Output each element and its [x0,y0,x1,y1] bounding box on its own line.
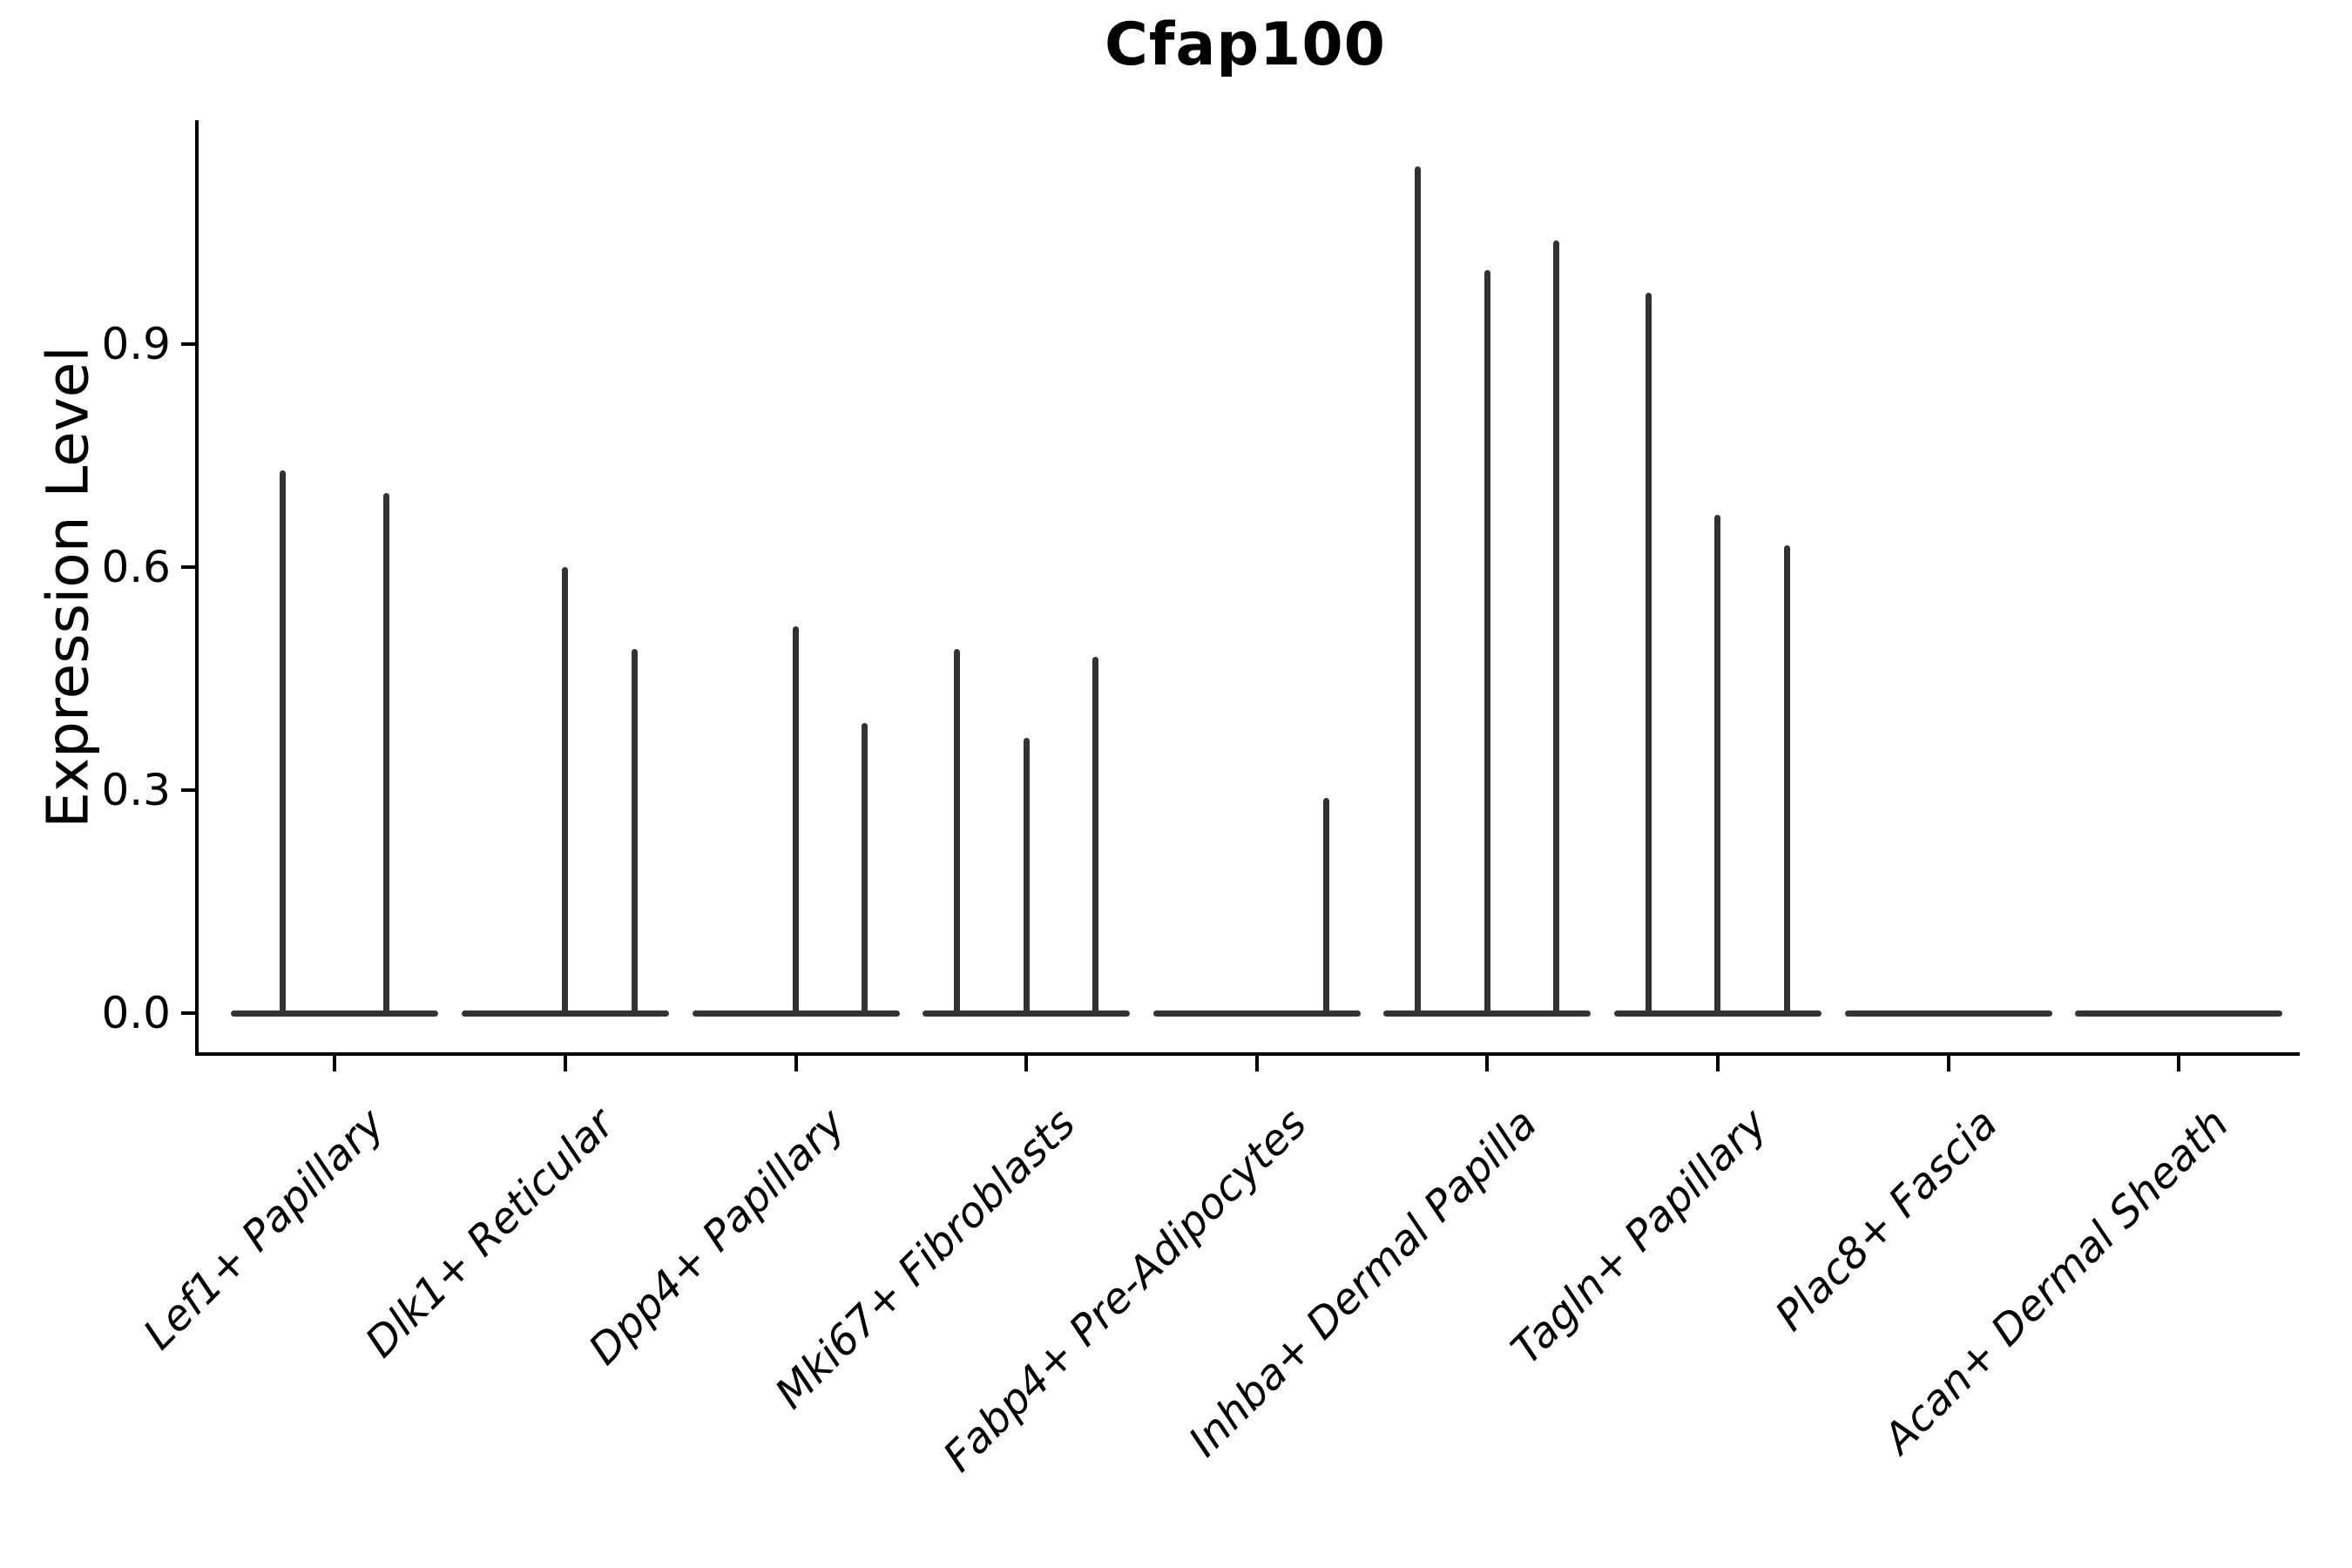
violin-spike [631,649,638,1013]
x-axis-spine [195,1052,2300,1056]
x-tick-mark [1485,1056,1490,1071]
violin-spike [1023,738,1030,1013]
x-tick-mark [563,1056,567,1071]
x-tick-mark [333,1056,337,1071]
violin-spike [1646,292,1652,1013]
y-tick-label: 0.6 [101,542,171,593]
y-tick-label: 0.0 [101,988,171,1038]
violin-baseline [461,1010,669,1017]
y-tick-label: 0.9 [101,319,171,370]
violin-baseline [2075,1010,2283,1017]
x-axis-label: Lef1+ Papillary [133,1099,394,1360]
chart-title: Cfap100 [1105,10,1386,79]
y-axis-title: Expression Level [34,346,102,828]
x-axis-label: Plac8+ Fascia [1766,1099,2008,1341]
violin-baseline [1613,1010,1821,1017]
violin-spike [954,649,961,1013]
violin-spike [383,492,390,1013]
violin-spike [1553,240,1560,1013]
violin-baseline [692,1010,900,1017]
x-tick-mark [1254,1056,1259,1071]
violin-spike [1415,166,1422,1013]
violin-spike [1783,544,1790,1013]
y-tick-mark [181,342,197,347]
violin-baseline [1383,1010,1592,1017]
violin-spike [1092,656,1098,1013]
x-axis-label: Dlk1+ Reticular [356,1099,625,1368]
y-tick-mark [181,565,197,570]
x-axis-label: Tagln+ Papillary [1502,1099,1777,1375]
violin-spike [793,626,799,1013]
x-tick-mark [794,1056,798,1071]
violin-baseline [231,1010,439,1017]
violin-spike [862,723,868,1013]
violin-spike [1714,515,1721,1013]
violin-spike [1484,270,1490,1013]
violin-spike [1322,797,1329,1013]
violin-spike [562,567,569,1013]
violin-baseline [1152,1010,1361,1017]
x-tick-mark [1715,1056,1720,1071]
violin-baseline [923,1010,1131,1017]
x-tick-mark [2177,1056,2181,1071]
violin-baseline [1844,1010,2052,1017]
y-tick-label: 0.3 [101,765,171,816]
x-tick-mark [1024,1056,1029,1071]
y-axis-spine [195,120,199,1056]
x-axis-label: Fabp4+ Pre-Adipocytes [933,1099,1316,1482]
x-axis-label: Dpp4+ Papillary [579,1099,855,1375]
y-tick-mark [181,788,197,793]
x-tick-mark [1946,1056,1950,1071]
y-tick-mark [181,1011,197,1015]
violin-spike [280,470,287,1013]
